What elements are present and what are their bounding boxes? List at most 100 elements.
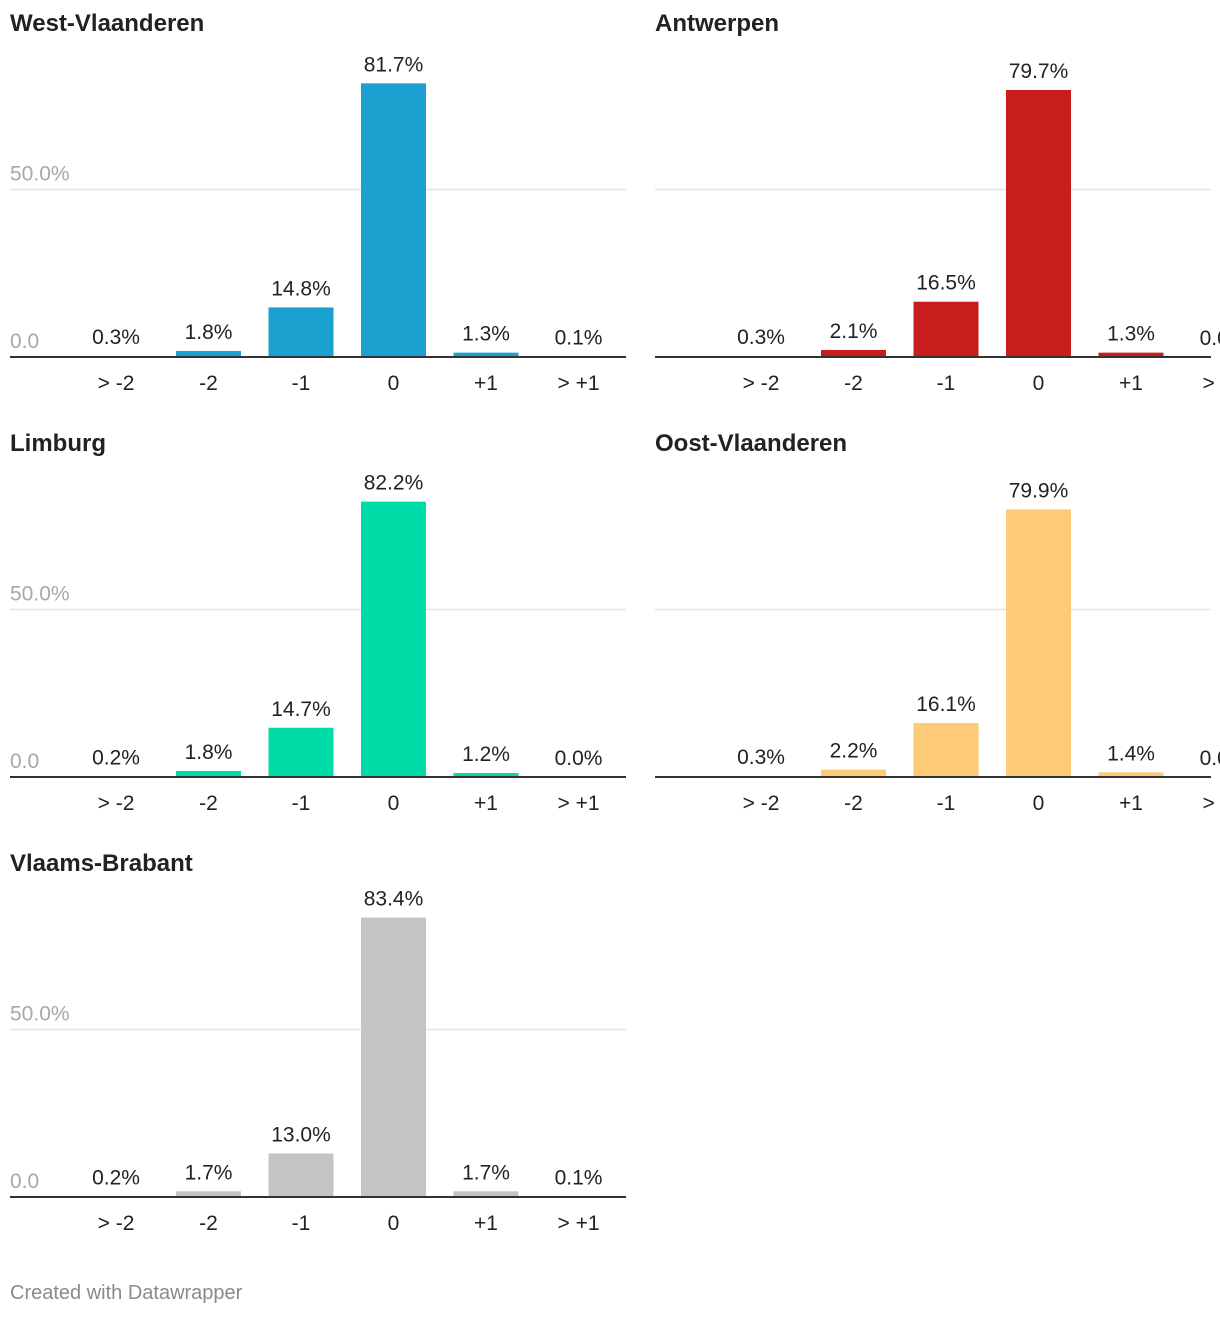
y-tick-label-50: 50.0%: [10, 583, 70, 606]
data-label: 79.7%: [1009, 60, 1069, 83]
data-label: 1.4%: [1107, 742, 1155, 765]
bar: [913, 301, 979, 357]
data-label: 1.8%: [185, 321, 233, 344]
panel-title: Oost-Vlaanderen: [655, 430, 848, 457]
bar: [913, 723, 979, 777]
data-label: 14.8%: [271, 277, 331, 300]
data-label: 1.3%: [1107, 323, 1155, 346]
bar-chart-west-vlaanderen: 0.0 50.0% 0.3% > -2 1.8% -2 14.8% -1 81.7% 0 1.3% +…: [10, 53, 626, 395]
x-tick-label: 0: [388, 792, 400, 815]
data-label: 13.0%: [271, 1123, 331, 1146]
bar-chart-antwerpen: 0.3% > -2 2.1% -2 16.5% -1 79.7% 0 1.3% +1 0.0% > +…: [655, 60, 1220, 395]
x-tick-label: > -2: [98, 792, 135, 815]
bar: [176, 350, 241, 357]
x-tick-label: -2: [199, 792, 218, 815]
y-tick-label-50: 50.0%: [10, 1003, 70, 1026]
x-tick-label: 0: [388, 1212, 400, 1235]
bar: [176, 770, 241, 777]
data-label: 82.2%: [364, 472, 424, 495]
x-tick-label: > +1: [557, 372, 599, 395]
data-label: 0.1%: [555, 327, 603, 350]
data-label: 1.2%: [462, 743, 510, 766]
x-tick-label: -2: [199, 1212, 218, 1235]
data-label: 14.7%: [271, 698, 331, 721]
data-label: 79.9%: [1009, 479, 1069, 502]
data-label: 16.1%: [916, 693, 976, 716]
x-tick-label: > -2: [98, 1212, 135, 1235]
data-label: 83.4%: [364, 888, 424, 911]
x-tick-label: -2: [844, 792, 863, 815]
x-tick-label: > -2: [743, 792, 780, 815]
x-tick-label: -1: [937, 792, 956, 815]
bar-chart-vlaams-brabant: 0.0 50.0% 0.2% > -2 1.7% -2 13.0% -1 83.4% 0 1.7% +…: [10, 888, 626, 1235]
x-tick-label: 0: [388, 372, 400, 395]
data-label: 0.3%: [737, 326, 785, 349]
bar: [268, 307, 334, 357]
chart-panel-west-vlaanderen: West-Vlaanderen 0.0 50.0% 0.3% > -2 1.8% -2 14…: [10, 10, 626, 410]
data-label: 2.2%: [830, 740, 878, 763]
x-tick-label: > +1: [557, 792, 599, 815]
data-label: 1.3%: [462, 323, 510, 346]
data-label: 1.7%: [462, 1161, 510, 1184]
data-label: 0.0%: [1200, 747, 1220, 770]
x-tick-label: +1: [474, 792, 498, 815]
data-label: 81.7%: [364, 53, 424, 76]
x-tick-label: 0: [1033, 372, 1045, 395]
panel-title: Limburg: [10, 430, 106, 457]
bar: [1006, 90, 1071, 357]
bar: [1098, 772, 1164, 777]
x-tick-label: -1: [292, 372, 311, 395]
chart-panel-limburg: Limburg 0.0 50.0% 0.2% > -2 1.8% -2 14.7% -1 82.…: [10, 430, 626, 830]
bar: [361, 501, 426, 777]
data-label: 0.3%: [737, 746, 785, 769]
x-tick-label: > +1: [1202, 792, 1220, 815]
bar: [453, 772, 519, 777]
x-tick-label: -1: [292, 792, 311, 815]
bar: [821, 349, 886, 357]
data-label: 0.0%: [555, 747, 603, 770]
data-label: 1.7%: [185, 1161, 233, 1184]
bar: [1006, 509, 1071, 777]
bar: [821, 769, 886, 777]
data-label: 0.2%: [92, 746, 140, 769]
x-tick-label: > +1: [1202, 372, 1220, 395]
x-tick-label: > -2: [743, 372, 780, 395]
y-tick-label-zero: 0.0: [10, 750, 39, 773]
y-tick-label-zero: 0.0: [10, 1170, 39, 1193]
y-tick-label-zero: 0.0: [10, 330, 39, 353]
bar-chart-oost-vlaanderen: 0.3% > -2 2.2% -2 16.1% -1 79.9% 0 1.4% +1 0.0% > +…: [655, 479, 1220, 815]
chart-panel-oost-vlaanderen: Oost-Vlaanderen 0.3% > -2 2.2% -2 16.1% -1 79.…: [655, 430, 1220, 830]
bar: [361, 917, 426, 1197]
x-tick-label: +1: [474, 372, 498, 395]
data-label: 0.0%: [1200, 327, 1220, 350]
bar: [268, 727, 334, 777]
x-tick-label: +1: [474, 1212, 498, 1235]
chart-panel-antwerpen: Antwerpen 0.3% > -2 2.1% -2 16.5% -1 79.7% 0 1.3…: [655, 10, 1220, 410]
panel-title: Vlaams-Brabant: [10, 850, 193, 877]
data-label: 0.2%: [92, 1166, 140, 1189]
x-tick-label: -1: [292, 1212, 311, 1235]
y-tick-label-50: 50.0%: [10, 163, 70, 186]
bar: [176, 1191, 241, 1197]
bar: [1098, 352, 1164, 357]
data-label: 16.5%: [916, 272, 976, 295]
x-tick-label: 0: [1033, 792, 1045, 815]
x-tick-label: -2: [199, 372, 218, 395]
x-tick-label: -1: [937, 372, 956, 395]
bar-chart-limburg: 0.0 50.0% 0.2% > -2 1.8% -2 14.7% -1 82.2% 0 1.2% +…: [10, 472, 626, 815]
x-tick-label: > -2: [98, 372, 135, 395]
x-tick-label: +1: [1119, 372, 1143, 395]
bar: [453, 1191, 519, 1197]
data-label: 2.1%: [830, 320, 878, 343]
panel-title: Antwerpen: [655, 10, 780, 37]
x-tick-label: -2: [844, 372, 863, 395]
credit-text: Created with Datawrapper: [10, 1282, 243, 1304]
bar: [268, 1153, 334, 1197]
panel-title: West-Vlaanderen: [10, 10, 205, 37]
x-tick-label: +1: [1119, 792, 1143, 815]
bar: [361, 83, 426, 358]
data-label: 0.1%: [555, 1167, 603, 1190]
data-label: 1.8%: [185, 741, 233, 764]
bar: [453, 352, 519, 357]
x-tick-label: > +1: [557, 1212, 599, 1235]
